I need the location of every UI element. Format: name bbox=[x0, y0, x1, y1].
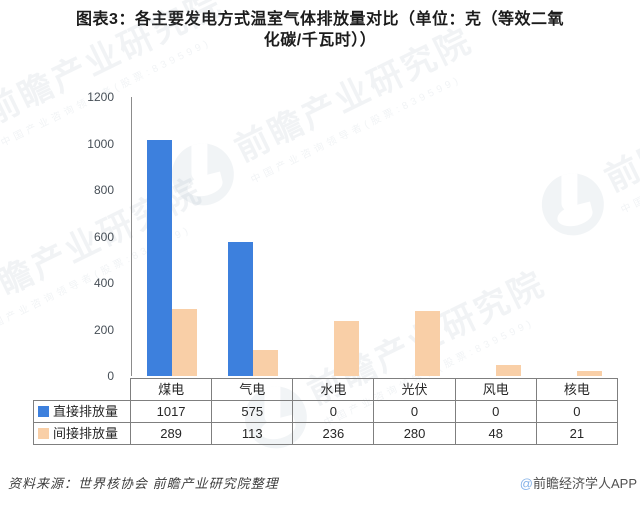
table-row: 间接排放量 289 113 236 280 48 21 bbox=[33, 422, 619, 445]
category-header: 核电 bbox=[535, 378, 619, 401]
bar-indirect bbox=[333, 321, 359, 376]
bar-direct bbox=[146, 139, 172, 376]
y-tick-label: 600 bbox=[93, 229, 114, 244]
chart-title-line1: 图表3：各主要发电方式温室气体排放量对比（单位：克（等效二氧 bbox=[76, 11, 564, 28]
credit-note: @前瞻经济学人APP bbox=[520, 473, 637, 492]
value-cell: 21 bbox=[535, 422, 619, 445]
y-tick-label: 400 bbox=[93, 276, 114, 290]
bar-direct bbox=[227, 242, 253, 376]
y-axis-line bbox=[131, 97, 132, 376]
y-tick-label: 1200 bbox=[87, 90, 114, 104]
value-cell: 0 bbox=[373, 400, 456, 423]
bar-indirect bbox=[252, 349, 278, 376]
credit-text: 前瞻经济学人APP bbox=[532, 476, 637, 491]
value-cell: 113 bbox=[211, 422, 294, 445]
value-cell: 0 bbox=[535, 400, 619, 423]
table-corner-cell bbox=[34, 379, 131, 401]
watermark-subtext: 中国产业咨询领导者(股票:839599) bbox=[249, 74, 464, 187]
y-tick-label: 1000 bbox=[87, 136, 114, 151]
chart-title: 图表3：各主要发电方式温室气体排放量对比（单位：克（等效二氧 化碳/千瓦时）） bbox=[0, 9, 640, 51]
legend-swatch bbox=[38, 428, 49, 439]
value-cell: 280 bbox=[373, 422, 456, 445]
y-tick-label: 0 bbox=[107, 369, 114, 383]
watermark: 前瞻产业研究院中国产业咨询领导者(股票:839599) bbox=[531, 43, 640, 247]
value-cell: 236 bbox=[292, 422, 375, 445]
watermark-subtext: 中国产业咨询领导者(股票:839599) bbox=[619, 104, 640, 217]
bar-indirect bbox=[496, 364, 522, 376]
bar-indirect bbox=[415, 310, 441, 376]
source-note: 资料来源：世界核协会 前瞻产业研究院整理 bbox=[8, 476, 279, 491]
watermark-text: 前瞻产业研究院中国产业咨询领导者(股票:839599) bbox=[595, 43, 640, 216]
category-header: 风电 bbox=[454, 378, 537, 401]
legend-label: 直接排放量 bbox=[53, 404, 119, 419]
data-table: 煤电 气电 水电 光伏 风电 核电 直接排放量 1017 575 0 0 0 0 间接排放量 289 113 2… bbox=[33, 378, 619, 445]
legend-direct-emissions: 直接排放量 bbox=[33, 400, 131, 423]
watermark-brand: 前瞻产业研究院 bbox=[599, 51, 640, 200]
y-tick-label: 800 bbox=[93, 183, 114, 197]
watermark-logo-icon bbox=[531, 162, 615, 246]
category-header: 光伏 bbox=[373, 378, 456, 401]
value-cell: 48 bbox=[454, 422, 537, 445]
legend-indirect-emissions: 间接排放量 bbox=[33, 422, 131, 445]
bar-indirect bbox=[577, 371, 603, 376]
watermark-logo-icon bbox=[161, 132, 245, 216]
value-cell: 0 bbox=[292, 400, 375, 423]
category-header: 煤电 bbox=[129, 378, 213, 401]
value-cell: 289 bbox=[129, 422, 213, 445]
value-cell: 575 bbox=[211, 400, 294, 423]
category-header: 水电 bbox=[292, 378, 375, 401]
bar-indirect bbox=[171, 308, 197, 376]
y-tick-label: 200 bbox=[93, 322, 114, 337]
category-header: 气电 bbox=[211, 378, 294, 401]
table-header-row: 煤电 气电 水电 光伏 风电 核电 bbox=[34, 378, 619, 401]
legend-swatch bbox=[38, 406, 49, 417]
value-cell: 0 bbox=[454, 400, 537, 423]
table-row: 直接排放量 1017 575 0 0 0 0 bbox=[33, 400, 619, 423]
legend-label: 间接排放量 bbox=[53, 426, 119, 441]
at-symbol: @ bbox=[519, 476, 533, 491]
value-cell: 1017 bbox=[129, 400, 213, 423]
chart-title-line2: 化碳/千瓦时）） bbox=[263, 32, 377, 49]
